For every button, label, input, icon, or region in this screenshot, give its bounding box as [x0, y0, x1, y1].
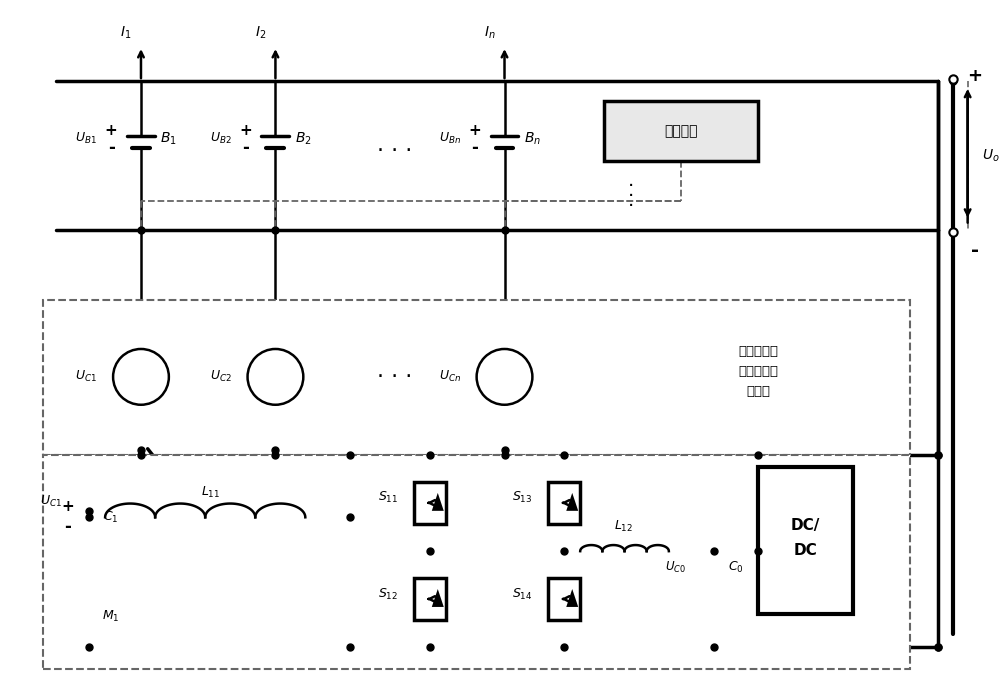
Text: $U_{C2}$: $U_{C2}$ — [210, 369, 232, 384]
Text: $I_n$: $I_n$ — [484, 25, 495, 41]
Text: $S_{12}$: $S_{12}$ — [378, 586, 398, 602]
Text: $C_0$: $C_0$ — [728, 560, 743, 575]
Text: +: + — [61, 499, 74, 514]
Text: +: + — [239, 124, 252, 139]
Text: 控制电路: 控制电路 — [665, 124, 698, 138]
Polygon shape — [566, 589, 578, 607]
Text: $C_1$: $C_1$ — [103, 510, 119, 525]
Text: -: - — [242, 139, 249, 157]
Bar — [414, 482, 446, 524]
Bar — [758, 466, 853, 614]
Polygon shape — [432, 589, 444, 607]
Text: $I_1$: $I_1$ — [120, 25, 132, 41]
Text: $U_{B2}$: $U_{B2}$ — [210, 131, 232, 146]
Text: -: - — [64, 518, 71, 536]
Text: $L_{11}$: $L_{11}$ — [201, 485, 220, 500]
Text: $I_2$: $I_2$ — [255, 25, 266, 41]
Text: · · ·: · · · — [377, 367, 413, 387]
Polygon shape — [566, 493, 578, 511]
Text: 荷电状态均: 荷电状态均 — [738, 366, 778, 378]
Text: +: + — [468, 124, 481, 139]
Text: $U_{C0}$: $U_{C0}$ — [665, 560, 686, 575]
Bar — [548, 578, 580, 620]
Text: -: - — [108, 139, 115, 157]
Text: $U_{C1}$: $U_{C1}$ — [75, 369, 97, 384]
Text: $S_{13}$: $S_{13}$ — [512, 491, 533, 506]
Text: · · ·: · · · — [377, 141, 413, 161]
Text: +: + — [967, 67, 982, 85]
Text: $B_2$: $B_2$ — [295, 130, 312, 147]
Bar — [43, 455, 910, 669]
Text: $B_n$: $B_n$ — [524, 130, 541, 147]
Text: $U_{B1}$: $U_{B1}$ — [75, 131, 97, 146]
Text: $U_o$: $U_o$ — [982, 148, 999, 164]
Polygon shape — [432, 493, 444, 511]
Text: $S_{14}$: $S_{14}$ — [512, 586, 533, 602]
Text: $B_1$: $B_1$ — [160, 130, 177, 147]
Text: -: - — [971, 241, 979, 260]
Text: -: - — [471, 139, 478, 157]
Text: 衡电路: 衡电路 — [746, 385, 770, 398]
Text: $U_{Bn}$: $U_{Bn}$ — [439, 131, 461, 146]
Bar — [43, 300, 910, 455]
Text: $L_{12}$: $L_{12}$ — [614, 519, 634, 534]
Text: DC: DC — [794, 542, 818, 558]
Text: ·: · — [628, 197, 634, 216]
Text: DC/: DC/ — [791, 518, 820, 533]
Bar — [548, 482, 580, 524]
Text: $U_{Cn}$: $U_{Cn}$ — [439, 369, 461, 384]
Bar — [414, 578, 446, 620]
Text: $U_{C1}$: $U_{C1}$ — [40, 494, 62, 509]
Bar — [604, 101, 758, 161]
Text: ·: · — [628, 187, 634, 206]
Text: ·: · — [628, 177, 634, 196]
Text: $M_1$: $M_1$ — [102, 609, 120, 624]
Text: $S_{11}$: $S_{11}$ — [378, 491, 398, 506]
Text: 环流抑制和: 环流抑制和 — [738, 346, 778, 359]
Text: +: + — [105, 124, 117, 139]
